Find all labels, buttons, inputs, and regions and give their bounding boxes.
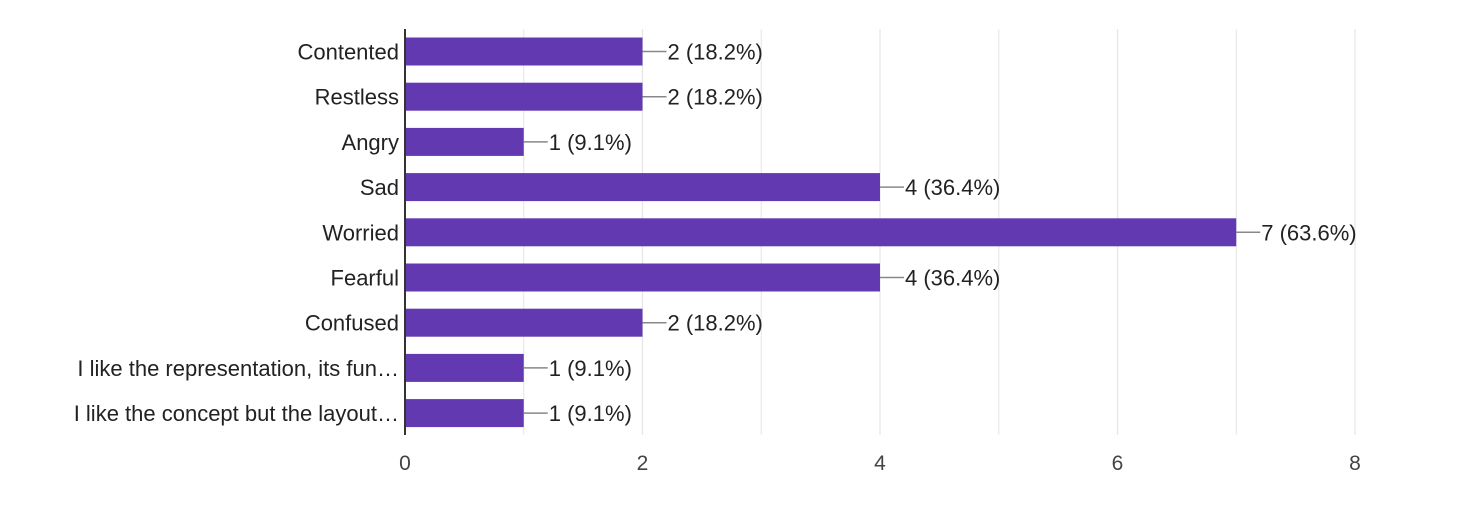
x-tick-label: 0 [399,452,411,475]
data-label: 1 (9.1%) [549,401,632,426]
category-label: Contented [297,40,399,65]
label-layer: 2 (18.2%) Contented 2 (18.2%) Restless 1 (9.… [74,40,1361,476]
bar [405,353,524,382]
data-label: 7 (63.6%) [1261,220,1356,245]
x-tick-label: 6 [1112,452,1124,475]
category-label: Confused [305,311,399,336]
category-label: I like the concept but the layout… [74,401,399,426]
data-label: 2 (18.2%) [668,311,763,336]
bar [405,263,880,292]
x-tick-label: 2 [637,452,649,475]
bar [405,37,643,66]
bar [405,308,643,337]
category-label: Fearful [331,266,399,291]
category-label: Sad [360,175,399,200]
bar [405,127,524,156]
data-label: 1 (9.1%) [549,356,632,381]
data-label: 2 (18.2%) [668,40,763,65]
bar [405,82,643,111]
data-label: 4 (36.4%) [905,175,1000,200]
category-label: I like the representation, its fun… [77,356,399,381]
x-tick-label: 4 [874,452,886,475]
bar [405,218,1237,247]
x-tick-label: 8 [1349,452,1361,475]
data-label: 2 (18.2%) [668,85,763,110]
data-label: 1 (9.1%) [549,130,632,155]
bar [405,173,880,202]
data-label: 4 (36.4%) [905,266,1000,291]
bar [405,399,524,428]
category-label: Restless [315,85,399,110]
category-label: Angry [342,130,399,155]
category-label: Worried [322,220,399,245]
bar-layer [405,37,1261,428]
